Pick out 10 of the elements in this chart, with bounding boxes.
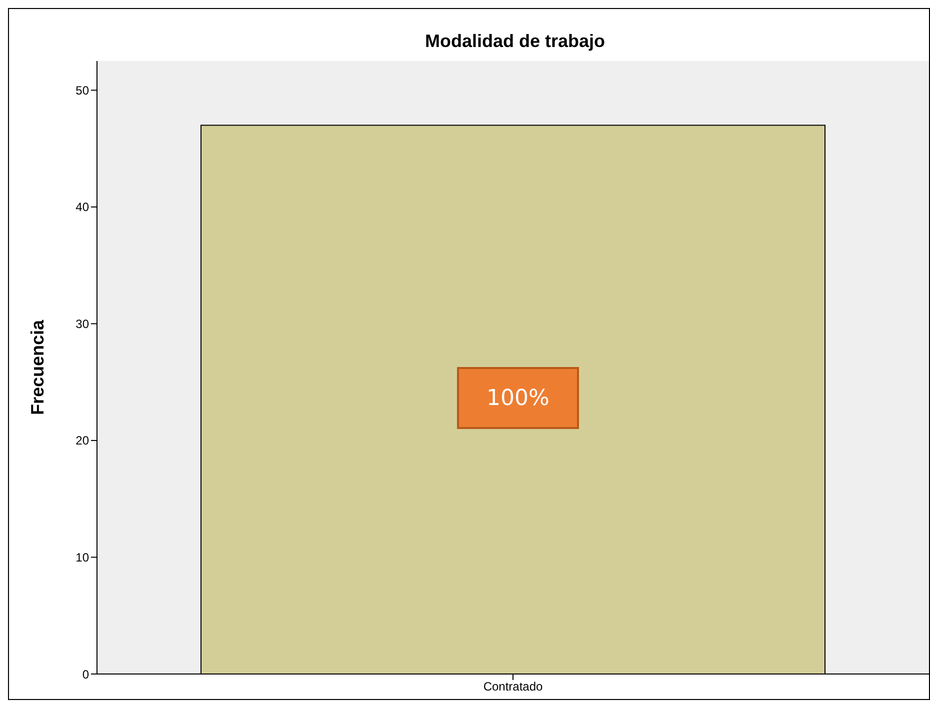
y-axis-title: Frecuencia — [27, 318, 48, 416]
y-tick-label: 30 — [76, 316, 90, 331]
y-tick-label: 40 — [76, 200, 90, 214]
y-tick-label: 0 — [82, 667, 90, 682]
y-tick-label: 50 — [76, 83, 90, 98]
x-tick-label: Contratado — [483, 680, 544, 694]
y-tick-label: 10 — [76, 550, 90, 564]
annotation: 100% — [457, 367, 579, 429]
chart-title: Modalidad de trabajo — [424, 31, 606, 52]
y-tick-label: 20 — [76, 434, 90, 448]
